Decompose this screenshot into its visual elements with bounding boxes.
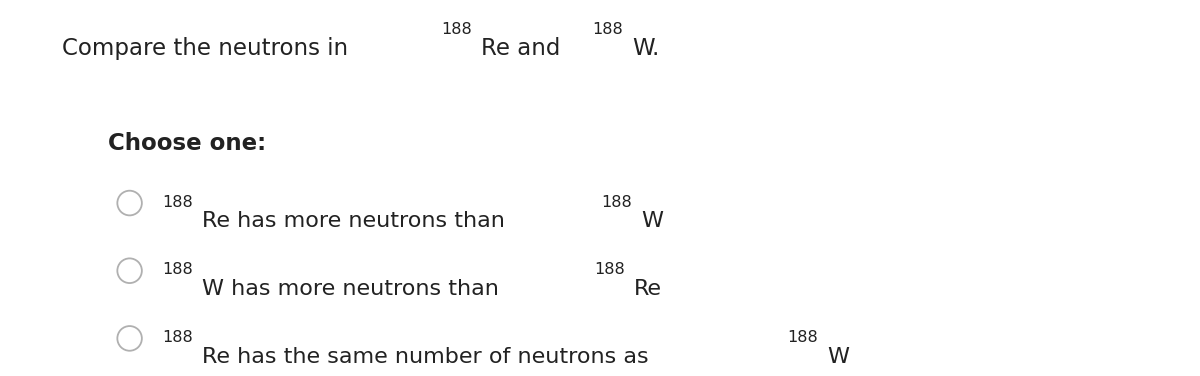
Text: 188: 188	[787, 330, 818, 345]
Text: Re: Re	[634, 279, 661, 299]
Text: 188: 188	[593, 22, 623, 37]
Text: 188: 188	[162, 262, 193, 277]
Text: W: W	[827, 347, 848, 367]
Text: 188: 188	[162, 195, 193, 210]
Text: 188: 188	[162, 330, 193, 345]
Text: 188: 188	[594, 262, 625, 277]
Text: Choose one:: Choose one:	[108, 132, 266, 155]
Text: Re has the same number of neutrons as: Re has the same number of neutrons as	[202, 347, 655, 367]
Text: Re and: Re and	[481, 36, 568, 59]
Text: W: W	[641, 211, 664, 232]
Text: 188: 188	[440, 22, 472, 37]
Text: Re has more neutrons than: Re has more neutrons than	[202, 211, 511, 232]
Text: W has more neutrons than: W has more neutrons than	[202, 279, 505, 299]
Text: 188: 188	[601, 195, 632, 210]
Text: Compare the neutrons in: Compare the neutrons in	[62, 36, 355, 59]
Text: W.: W.	[632, 36, 660, 59]
